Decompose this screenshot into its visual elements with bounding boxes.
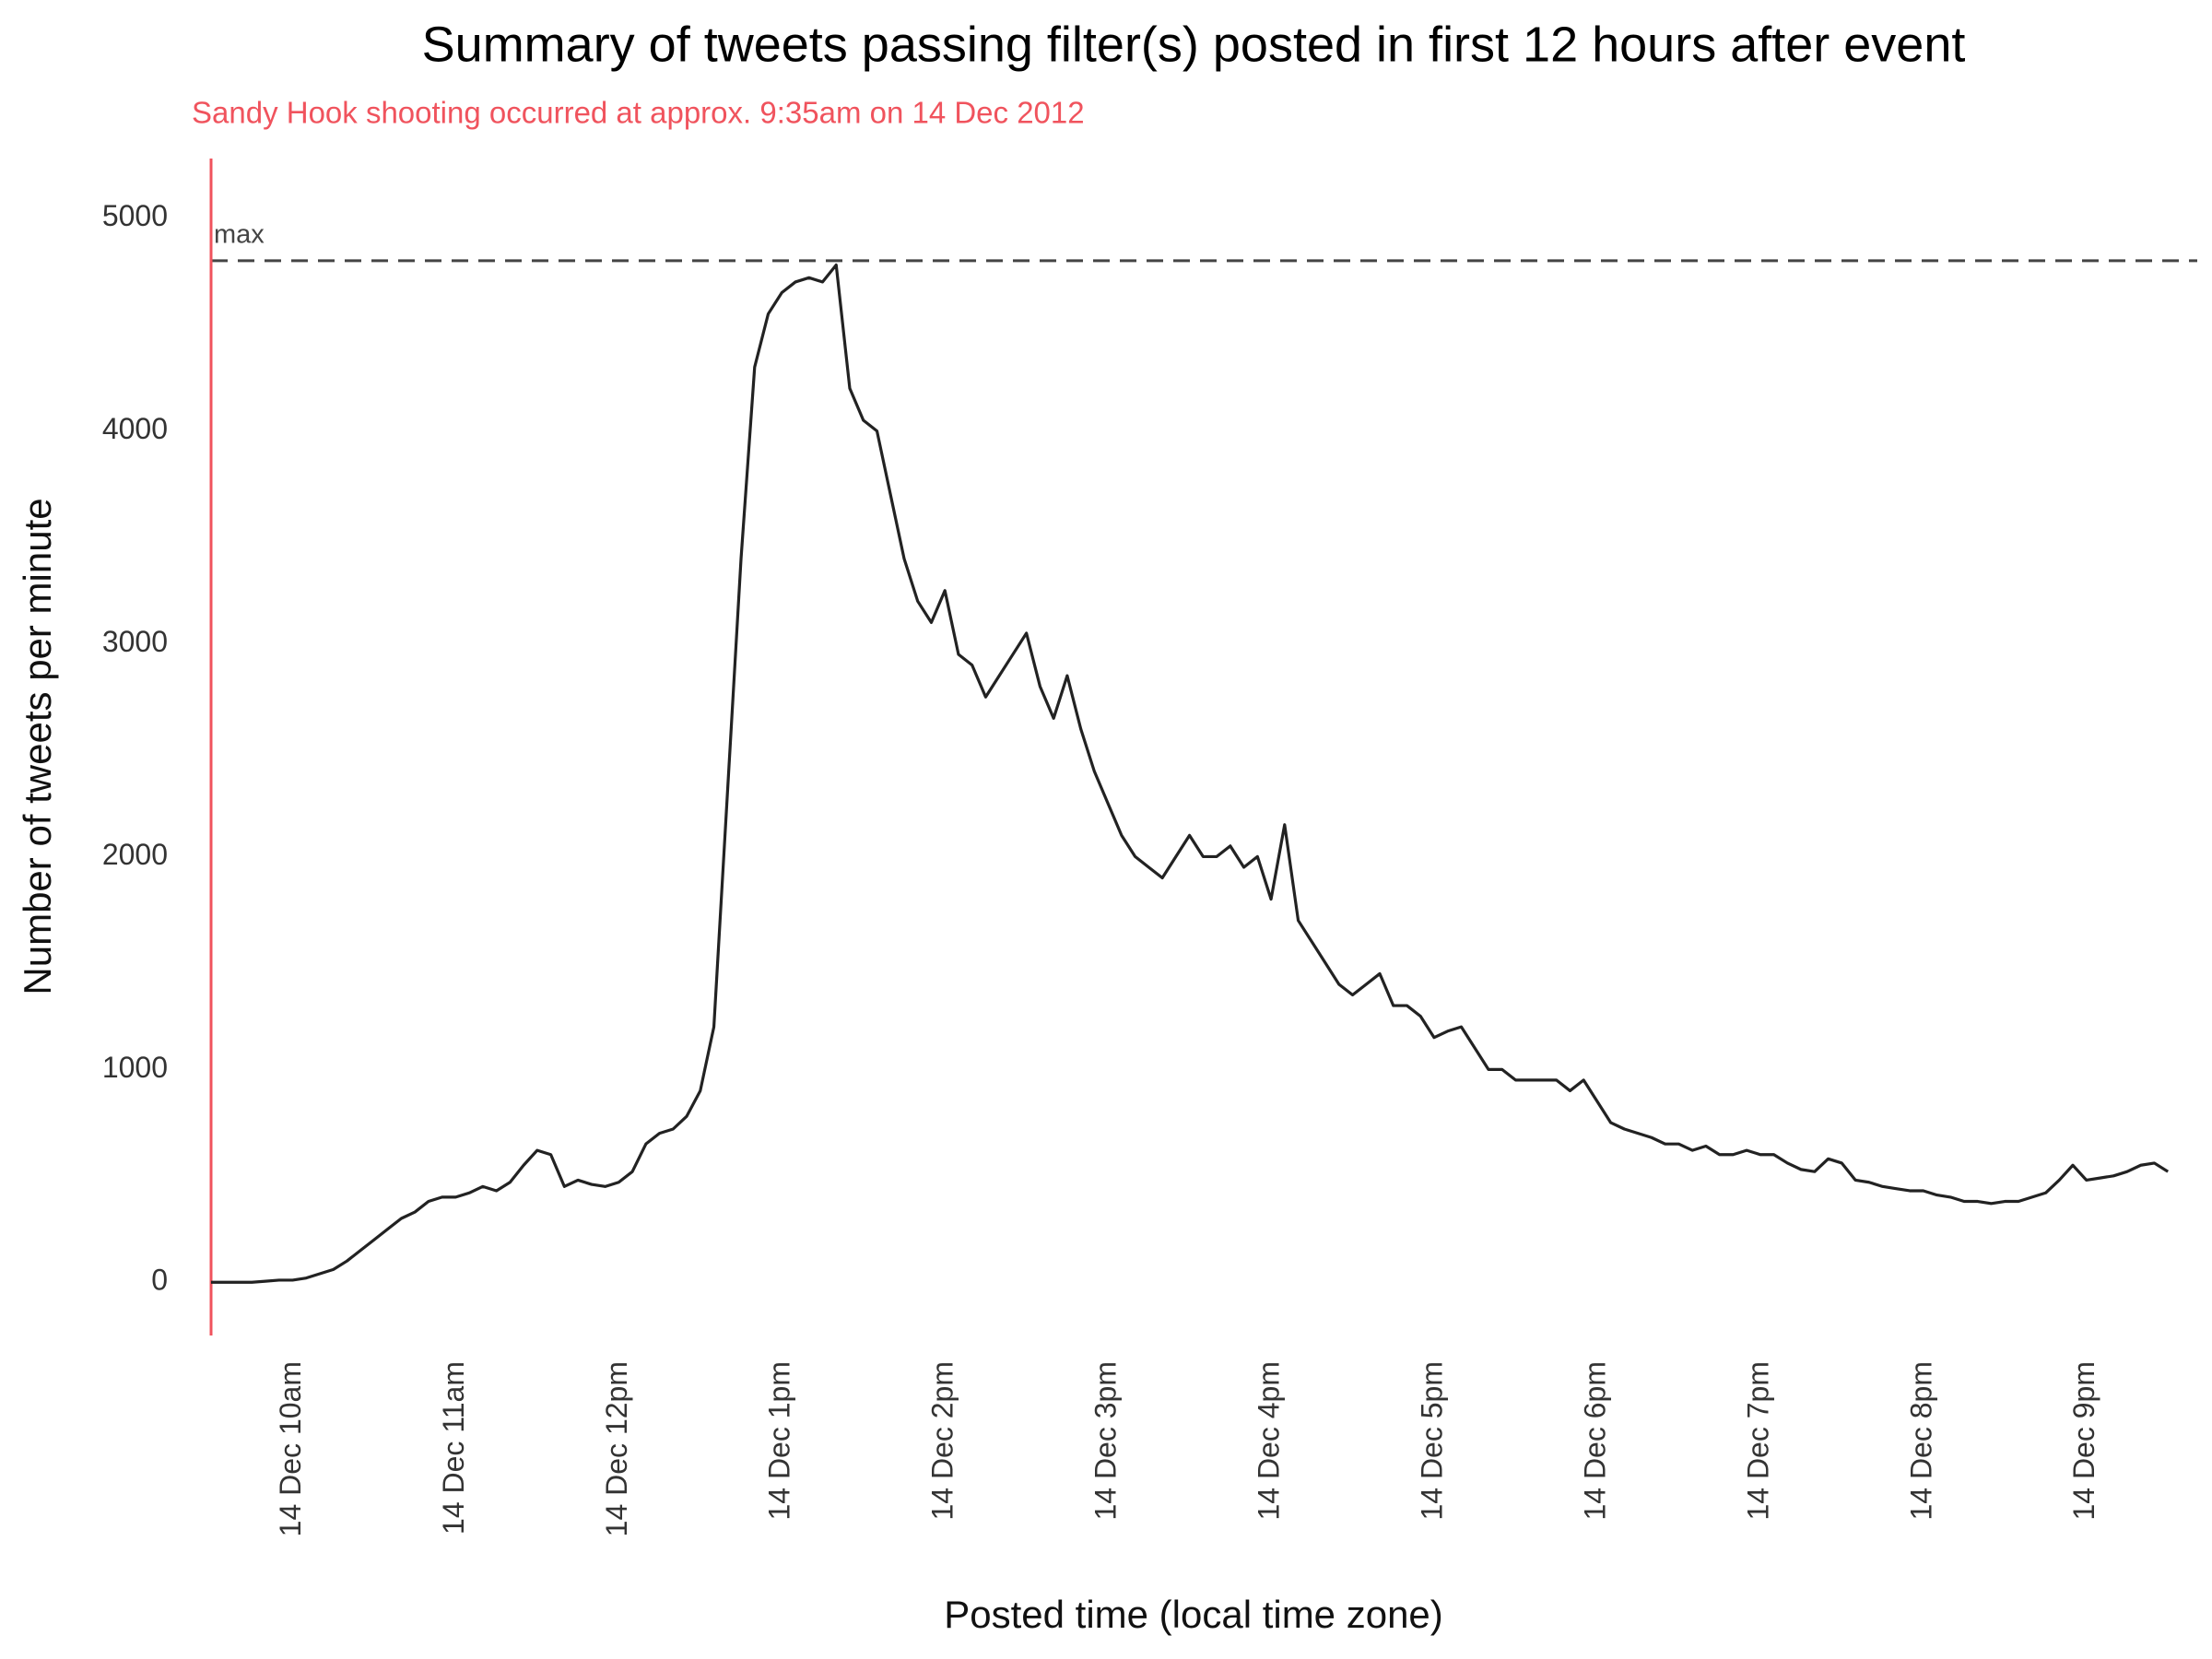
data-line: [211, 263, 2170, 1284]
x-axis-title: Posted time (local time zone): [944, 1593, 1443, 1636]
x-tick-label: 14 Dec 10am: [274, 1361, 307, 1536]
x-tick-label: 14 Dec 2pm: [926, 1361, 959, 1521]
x-tick-label: 14 Dec 12pm: [600, 1361, 633, 1536]
x-tick-label: 14 Dec 4pm: [1253, 1361, 1286, 1521]
y-tick-label: 5000: [102, 199, 168, 232]
chart-title: Summary of tweets passing filter(s) post…: [422, 17, 1966, 72]
x-tick-label: 14 Dec 9pm: [2067, 1361, 2100, 1521]
x-tick-label: 14 Dec 11am: [437, 1361, 470, 1535]
y-tick-label: 0: [151, 1264, 168, 1297]
x-tick-label: 14 Dec 6pm: [1578, 1361, 1611, 1521]
y-tick-label: 1000: [102, 1051, 168, 1084]
x-tick-label: 14 Dec 5pm: [1415, 1361, 1448, 1521]
x-tick-label: 14 Dec 1pm: [763, 1361, 796, 1521]
max-label: max: [214, 219, 265, 249]
chart-subtitle: Sandy Hook shooting occurred at approx. …: [192, 96, 1085, 130]
x-tick-label: 14 Dec 3pm: [1089, 1361, 1123, 1521]
y-tick-label: 2000: [102, 838, 168, 871]
x-tick-label: 14 Dec 8pm: [1904, 1361, 1937, 1521]
x-tick-label: 14 Dec 7pm: [1741, 1361, 1774, 1521]
y-tick-label: 4000: [102, 412, 168, 445]
y-axis-title: Number of tweets per minute: [16, 498, 59, 994]
y-tick-label: 3000: [102, 625, 168, 658]
